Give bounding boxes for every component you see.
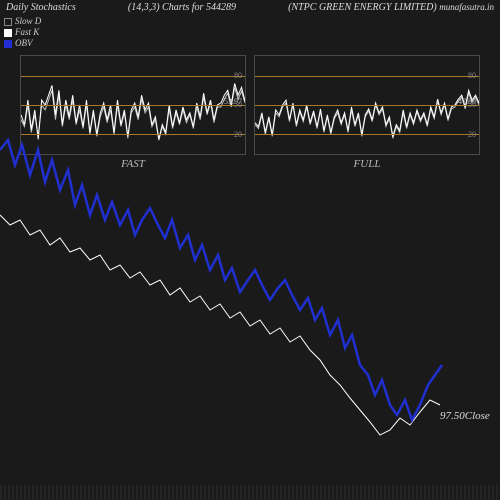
legend: Slow DFast KOBV [4, 16, 41, 49]
close-label: 97.50Close [440, 410, 490, 422]
legend-item: Fast K [4, 27, 41, 38]
bottom-pattern [0, 485, 500, 500]
title-center: (14,3,3) Charts for 544289 [128, 2, 236, 13]
title-right: (NTPC GREEN ENERGY LIMITED) munafasutra.… [288, 2, 494, 13]
chart-header: Daily Stochastics (14,3,3) Charts for 54… [0, 0, 500, 15]
legend-item: Slow D [4, 16, 41, 27]
legend-item: OBV [4, 38, 41, 49]
title-left: Daily Stochastics [6, 2, 76, 13]
main-chart-svg [0, 120, 500, 480]
main-chart: 97.50Close [0, 120, 500, 480]
